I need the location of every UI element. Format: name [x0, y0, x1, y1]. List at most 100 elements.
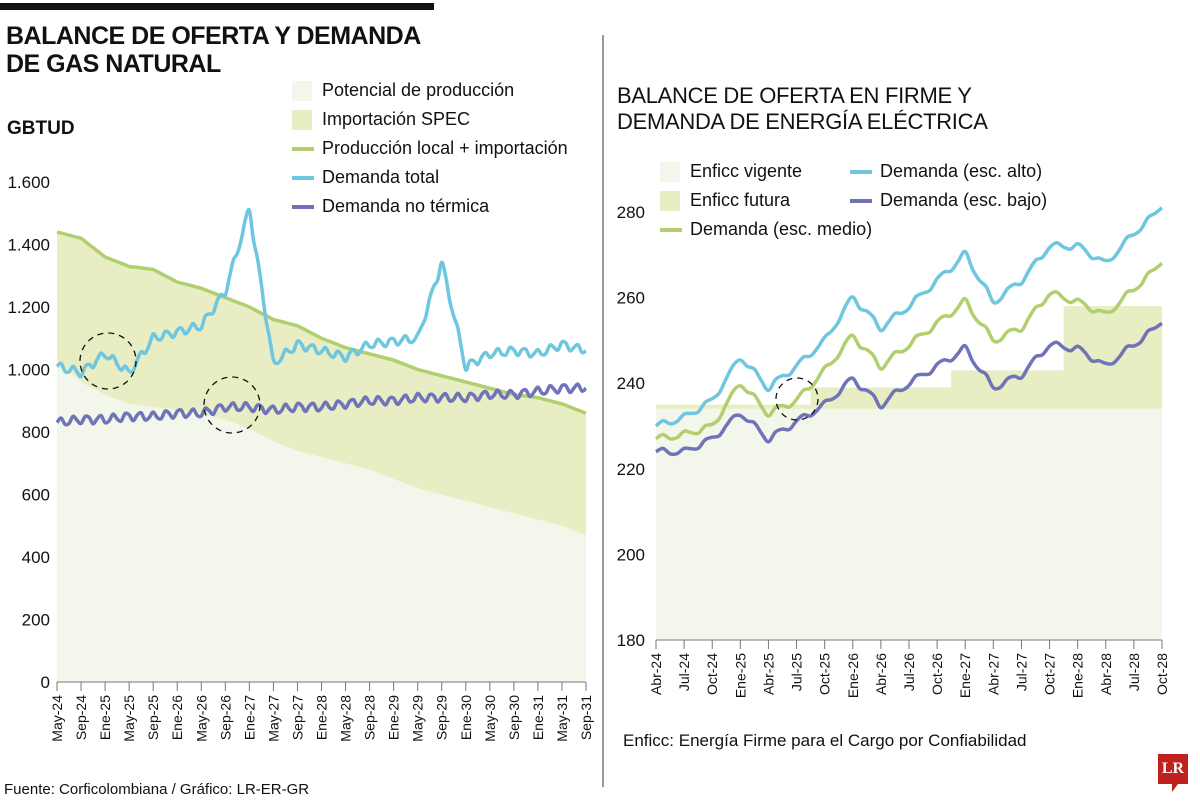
gas-x-tick-label: May-24 [49, 695, 65, 742]
legend-label: Demanda (esc. medio) [690, 219, 873, 239]
demanda-esc-bajo-line [655, 321, 1163, 457]
gas-x-tick-label: Ene-31 [530, 695, 546, 740]
power-y-tick-label: 240 [617, 374, 645, 393]
legend-label: Producción local + importación [322, 138, 568, 158]
gas-y-tick-label: 1.000 [7, 361, 50, 380]
gas-x-tick-label: Ene-26 [169, 695, 185, 740]
power-x-tick-label: Abr-24 [648, 653, 664, 695]
power-x-tick-label: Jul-28 [1126, 653, 1142, 691]
demanda-no-termica-line [55, 382, 588, 427]
legend-label: Demanda total [322, 167, 440, 187]
gas-x-tick-label: Sep-28 [362, 695, 378, 740]
legend-line [660, 227, 682, 232]
left-legend: Potencial de producción Importación SPEC… [292, 76, 568, 221]
gas-x-tick-label: Sep-27 [289, 695, 305, 740]
right-chart-title: BALANCE DE OFERTA EN FIRME Y DEMANDA DE … [617, 83, 988, 135]
gas-y-tick-label: 200 [22, 611, 50, 630]
legend-item-demanda-total: Demanda total [292, 163, 568, 192]
power-x-tick-label: Oct-27 [1042, 653, 1058, 695]
potencial-produccion-area [57, 360, 586, 682]
demanda-total-line [55, 207, 587, 379]
left-y-unit: GBTUD [7, 118, 75, 139]
legend-label: Demanda (esc. bajo) [880, 190, 1048, 210]
gas-x-tick-label: Sep-25 [145, 695, 161, 740]
gas-x-tick-label: May-31 [554, 695, 570, 742]
power-x-tick-label: Jul-25 [789, 653, 805, 691]
legend-item-esc-alto: Demanda (esc. alto) [850, 157, 1047, 186]
lr-logo: LR [1158, 754, 1188, 792]
gas-x-tick-label: Ene-25 [97, 695, 113, 740]
gas-x-tick-label: Sep-26 [217, 695, 233, 740]
demanda-esc-alto-line [654, 206, 1164, 428]
power-x-tick-label: Oct-28 [1154, 653, 1170, 695]
legend-item-enficc-futura: Enficc futura [660, 186, 872, 215]
legend-item-potencial: Potencial de producción [292, 76, 568, 105]
legend-line [850, 198, 872, 203]
power-y-tick-label: 260 [617, 289, 645, 308]
power-x-tick-label: Oct-24 [704, 653, 720, 695]
power-y-tick-label: 200 [617, 545, 645, 564]
legend-item-esc-bajo: Demanda (esc. bajo) [850, 186, 1047, 215]
power-x-tick-label: Abr-28 [1098, 653, 1114, 695]
power-y-tick-label: 180 [617, 631, 645, 650]
gas-x-tick-label: May-25 [121, 695, 137, 742]
gas-x-tick-label: Ene-29 [386, 695, 402, 740]
gas-x-tick-label: May-28 [338, 695, 354, 742]
left-chart-title: BALANCE DE OFERTA Y DEMANDA DE GAS NATUR… [6, 22, 421, 78]
gas-x-tick-label: Ene-27 [241, 695, 257, 740]
enficc-vigente-area [656, 408, 1162, 640]
left-title-line1: BALANCE DE OFERTA Y DEMANDA [6, 22, 421, 50]
legend-label: Enficc vigente [690, 161, 803, 181]
right-legend-col2: Demanda (esc. alto) Demanda (esc. bajo) [850, 157, 1047, 215]
legend-line [292, 204, 314, 209]
top-rule [0, 3, 434, 10]
gas-x-tick-label: Sep-29 [434, 695, 450, 740]
power-x-tick-label: Jul-24 [676, 653, 692, 691]
highlight-circle [775, 377, 819, 421]
right-title-line2: DEMANDA DE ENERGÍA ELÉCTRICA [617, 109, 988, 134]
highlight-circle [203, 376, 261, 434]
enficc-futura-area [656, 306, 1162, 409]
source-footer: Fuente: Corficolombiana / Gráfico: LR-ER… [4, 781, 310, 798]
gas-x-tick-label: Ene-30 [458, 695, 474, 740]
legend-line [850, 169, 872, 174]
gas-y-tick-label: 1.400 [7, 236, 50, 255]
legend-swatch [292, 109, 312, 130]
left-title-line2: DE GAS NATURAL [6, 50, 221, 78]
gas-y-tick-label: 1.200 [7, 298, 50, 317]
demanda-esc-medio-line [654, 262, 1164, 441]
legend-item-importacion: Importación SPEC [292, 105, 568, 134]
gas-y-tick-label: 1.600 [7, 173, 50, 192]
enficc-note: Enficc: Energía Firme para el Cargo por … [623, 731, 1027, 750]
gas-x-tick-label: May-26 [193, 695, 209, 742]
power-x-tick-label: Jul-27 [1013, 653, 1029, 691]
power-y-tick-label: 220 [617, 460, 645, 479]
right-title-line1: BALANCE DE OFERTA EN FIRME Y [617, 83, 972, 108]
gas-y-tick-label: 800 [22, 423, 50, 442]
legend-swatch [292, 80, 312, 101]
legend-item-enficc-vigente: Enficc vigente [660, 157, 872, 186]
highlight-circle [79, 332, 137, 390]
legend-item-esc-medio: Demanda (esc. medio) [660, 215, 872, 244]
legend-label: Enficc futura [690, 190, 791, 210]
gas-x-tick-label: May-27 [265, 695, 281, 742]
power-x-tick-label: Jul-26 [901, 653, 917, 691]
right-legend-col1: Enficc vigente Enficc futura Demanda (es… [660, 157, 872, 244]
legend-swatch [660, 161, 680, 182]
power-x-tick-label: Oct-25 [817, 653, 833, 695]
legend-line [292, 175, 314, 180]
gas-x-tick-label: Sep-24 [73, 695, 89, 740]
legend-item-demanda-no-termica: Demanda no térmica [292, 192, 568, 221]
gas-y-tick-label: 400 [22, 548, 50, 567]
legend-label: Demanda (esc. alto) [880, 161, 1043, 181]
power-x-tick-label: Ene-26 [845, 653, 861, 698]
power-x-tick-label: Abr-25 [760, 653, 776, 695]
gas-y-tick-label: 600 [22, 486, 50, 505]
power-x-tick-label: Oct-26 [929, 653, 945, 695]
gas-x-tick-label: May-30 [482, 695, 498, 742]
legend-label: Importación SPEC [322, 109, 471, 129]
gas-x-tick-label: Sep-30 [506, 695, 522, 740]
power-x-tick-label: Abr-26 [873, 653, 889, 695]
power-x-tick-label: Ene-28 [1070, 653, 1086, 698]
